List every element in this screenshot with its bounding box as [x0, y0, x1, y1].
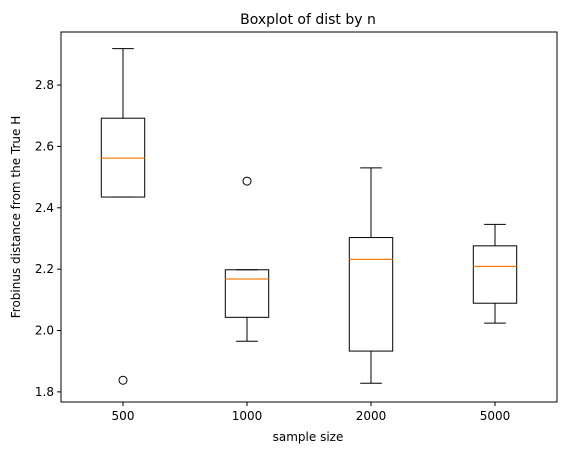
box [348, 237, 394, 352]
y-tick-label: 2.4 [35, 201, 54, 215]
box [472, 245, 518, 304]
box-group-5000 [472, 223, 518, 324]
x-tick-label: 1000 [232, 409, 263, 423]
y-tick-label: 2.8 [35, 78, 54, 92]
x-axis: 500 1000 2000 5000 [112, 402, 511, 423]
y-tick-label: 2.2 [35, 262, 54, 276]
y-tick-label: 2.0 [35, 324, 54, 338]
box [224, 269, 270, 318]
plot-area [100, 48, 518, 385]
box-group-2000 [348, 167, 394, 384]
x-tick-label: 5000 [480, 409, 511, 423]
axes-frame [60, 31, 558, 403]
y-tick-label: 2.6 [35, 139, 54, 153]
outlier-point [118, 375, 128, 385]
y-tick-label: 1.8 [35, 385, 54, 399]
x-tick-label: 500 [112, 409, 135, 423]
outlier-point [242, 176, 252, 186]
chart-title: Boxplot of dist by n [240, 12, 376, 28]
box-group-1000 [224, 176, 270, 342]
y-axis-label: Frobinus distance from the True H [9, 116, 23, 319]
x-tick-label: 2000 [356, 409, 387, 423]
y-axis: 1.8 2.0 2.2 2.4 2.6 2.8 [35, 78, 61, 399]
box-group-500 [100, 48, 146, 385]
x-axis-label: sample size [273, 430, 344, 444]
